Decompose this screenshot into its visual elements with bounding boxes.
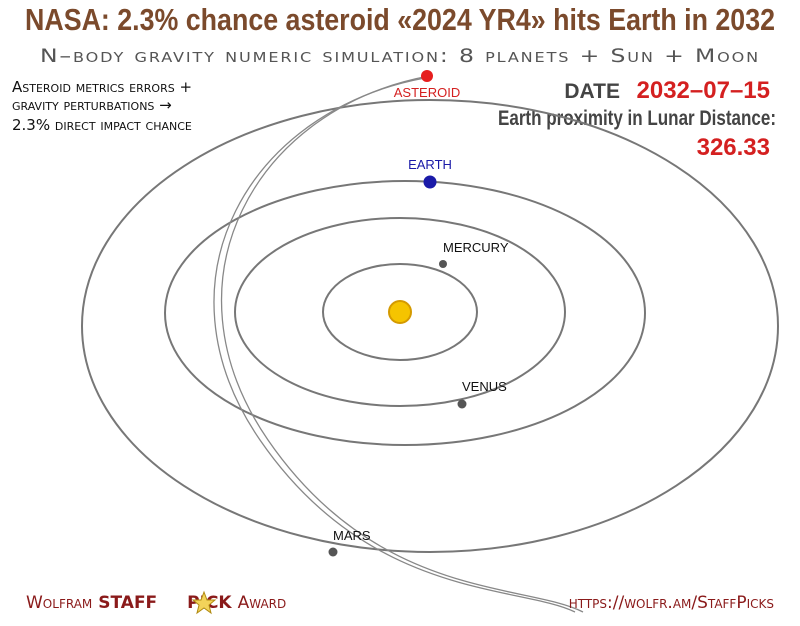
mercury xyxy=(439,260,447,268)
sun xyxy=(388,300,412,324)
asteroid-trajectory xyxy=(213,77,576,613)
venus xyxy=(457,399,467,409)
venus-orbit xyxy=(234,217,566,407)
award-word: Wolfram xyxy=(26,593,92,613)
date-label: DATE xyxy=(564,80,620,103)
proximity-value: 326.33 xyxy=(697,134,770,161)
date-value: 2032–07–15 xyxy=(637,77,770,104)
star-icon xyxy=(191,590,217,615)
proximity-label: Earth proximity in Lunar Distance: xyxy=(498,107,776,130)
award-word: Award xyxy=(238,593,287,613)
earth-label: EARTH xyxy=(408,157,452,172)
award-word: STAFF xyxy=(98,593,157,613)
earth-orbit xyxy=(164,180,646,446)
note-line: Asteroid metrics errors + xyxy=(12,78,192,96)
mercury-orbit xyxy=(322,263,478,361)
footer-award: WolframSTAFFPICKAward xyxy=(26,593,286,613)
earth xyxy=(423,175,437,189)
title: NASA: 2.3% chance asteroid «2024 YR4» hi… xyxy=(25,2,775,37)
note-line: 2.3% direct impact chance xyxy=(12,116,192,134)
mars-orbit xyxy=(81,99,779,553)
note-line: gravity perturbations → xyxy=(12,96,172,114)
asteroid-label: ASTEROID xyxy=(394,85,460,100)
subtitle: N–body gravity numeric simulation: 8 pla… xyxy=(40,45,760,67)
footer-url[interactable]: https://wolfr.am/StaffPicks xyxy=(569,593,774,613)
asteroid xyxy=(421,70,433,82)
mars xyxy=(328,547,338,557)
mars-label: MARS xyxy=(333,528,371,543)
mercury-label: MERCURY xyxy=(443,240,509,255)
venus-label: VENUS xyxy=(462,379,507,394)
asteroid-trajectory xyxy=(220,75,584,613)
